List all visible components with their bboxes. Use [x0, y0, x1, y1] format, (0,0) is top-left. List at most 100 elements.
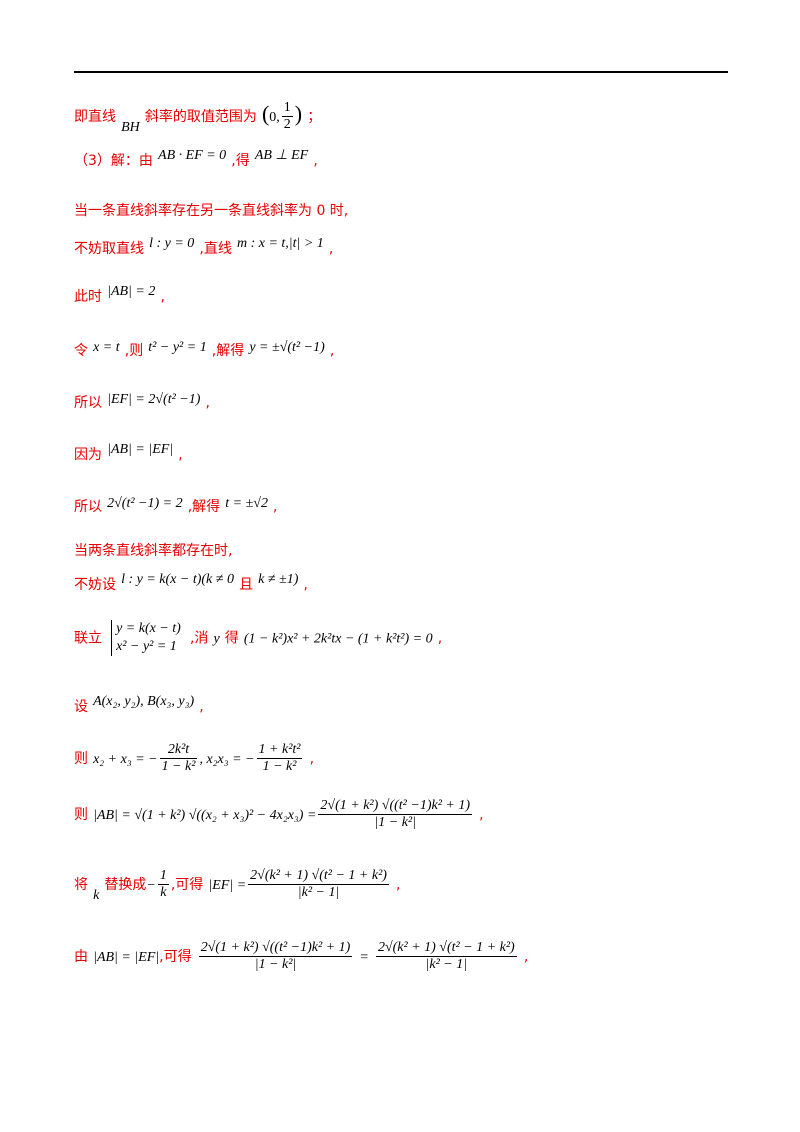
- text: 得: [224, 630, 239, 647]
- line-let-x: 令 x = t ,则 t² − y² = 1 ,解得 y = ±√(t² −1)…: [74, 340, 334, 360]
- punct: ,: [178, 447, 183, 463]
- punct: ,: [205, 395, 210, 411]
- text: 此时: [74, 289, 102, 305]
- fraction: 2√(1 + k²) √((t² −1)k² + 1) |1 − k²|: [318, 798, 472, 830]
- text: ,消: [189, 630, 209, 647]
- math: |AB| = √(1 + k²) √((x₂ + x₃)² − 4x₂x₃) =: [93, 808, 317, 823]
- fraction: 2√(k² + 1) √(t² − 1 + k²) |k² − 1|: [248, 868, 389, 900]
- punct: ,: [309, 751, 315, 767]
- math: (1 − k²)x² + 2k²tx − (1 + k²t²) = 0: [243, 631, 433, 647]
- math: 0,: [269, 110, 280, 125]
- line-slope-range: 即直线 BH 斜率的取值范围为 (0, 1 2) ；: [74, 100, 322, 135]
- line-system: 联立 y = k(x − t) x² − y² = 1 ,消 y 得 (1 − …: [74, 620, 442, 656]
- math: |AB| = 2: [107, 284, 156, 299]
- text: 当两条直线斜率都存在时,: [74, 543, 233, 559]
- line-ab-chord: 则 |AB| = √(1 + k²) √((x₂ + x₃)² − 4x₂x₃)…: [74, 798, 484, 831]
- line-part3: （3）解：由 AB · EF = 0 ,得 AB ⊥ EF ,: [74, 148, 318, 170]
- equation-system: y = k(x − t) x² − y² = 1: [111, 620, 181, 656]
- text: ,得: [231, 153, 250, 169]
- line-solve-t: 所以 2√(t² −1) = 2 ,解得 t = ±√2 ,: [74, 496, 278, 516]
- header-rule: [74, 71, 728, 73]
- math: =: [359, 950, 369, 965]
- line-equal-lengths: 因为 |AB| = |EF| ,: [74, 442, 183, 464]
- math: AB ⊥ EF: [254, 148, 309, 163]
- text: ,可得: [159, 949, 192, 965]
- math: m : x = t,|t| > 1: [236, 236, 324, 251]
- line-ef-length: 所以 |EF| = 2√(t² −1) ,: [74, 392, 210, 412]
- line-set-points: 设 A(x₂, y₂), B(x₃, y₃) ,: [74, 694, 204, 716]
- text: 因为: [74, 447, 102, 463]
- math: AB · EF = 0: [158, 148, 227, 163]
- text: ,直线: [199, 241, 232, 257]
- punct: ,: [328, 241, 334, 257]
- math: t = ±√2: [225, 496, 268, 511]
- line-replace-k: 将 k 替换成− 1 k ,可得 |EF| = 2√(k² + 1) √(t² − 1 …: [74, 868, 401, 903]
- math: l : y = 0: [149, 236, 195, 251]
- fraction: 2k²t 1 − k²: [159, 742, 198, 774]
- text: 则: [74, 751, 88, 767]
- fraction: 2√(1 + k²) √((t² −1)k² + 1) |1 − k²|: [198, 940, 353, 972]
- math: t² − y² = 1: [148, 340, 207, 355]
- math: |AB| = |EF|: [107, 442, 174, 457]
- text: 将: [74, 877, 88, 893]
- text: ,可得: [170, 877, 204, 893]
- punct: ,: [273, 499, 278, 515]
- punct: ,: [199, 699, 204, 715]
- math: (: [261, 101, 270, 126]
- text: 所以: [74, 499, 102, 515]
- math: −: [146, 878, 156, 893]
- punct: ,: [313, 153, 318, 169]
- text: 由: [74, 949, 88, 965]
- line-ab-length: 此时 |AB| = 2 ,: [74, 284, 165, 306]
- math: A(x₂, y₂), B(x₃, y₃): [93, 694, 195, 709]
- text: 设: [74, 699, 88, 715]
- line-vieta: 则 x₂ + x₃ = −2k²t 1 − k², x₂x₃ = −1 + k²t…: [74, 742, 314, 775]
- math: |EF| = 2√(t² −1): [107, 392, 201, 407]
- text: 且: [239, 577, 254, 593]
- math: l : y = k(x − t)(k ≠ 0: [121, 572, 234, 587]
- text: 不妨取直线: [74, 241, 144, 257]
- text: 所以: [74, 395, 102, 411]
- math: y = ±√(t² −1): [249, 340, 325, 355]
- math: k: [93, 888, 100, 903]
- punct: ；: [307, 109, 322, 125]
- line-set-l: 不妨设 l : y = k(x − t)(k ≠ 0 且 k ≠ ±1) ,: [74, 572, 308, 594]
- math: |EF| =: [208, 878, 247, 893]
- text: 斜率的取值范围为: [144, 109, 257, 125]
- text: 联立: [74, 630, 102, 647]
- fraction: 2√(k² + 1) √(t² − 1 + k²) |k² − 1|: [375, 940, 517, 972]
- text: （3）解：由: [74, 153, 153, 169]
- punct: ,: [523, 949, 529, 965]
- line-case1: 当一条直线斜率存在另一条直线斜率为 0 时,: [74, 200, 348, 220]
- math: |AB| = |EF|: [93, 950, 160, 965]
- math: y: [213, 631, 220, 647]
- math: 2√(t² −1) = 2: [107, 496, 183, 511]
- punct: ,: [437, 630, 443, 647]
- math: BH: [121, 120, 140, 135]
- punct: ,: [160, 289, 165, 305]
- punct: ,: [303, 577, 308, 593]
- text: 令: [74, 343, 88, 359]
- text: 替换成: [104, 877, 147, 893]
- math: ): [294, 101, 303, 126]
- fraction: 1 + k²t² 1 − k²: [256, 742, 303, 774]
- text: 则: [74, 807, 88, 823]
- text: ,解得: [211, 343, 245, 359]
- line-case2: 当两条直线斜率都存在时,: [74, 540, 232, 560]
- punct: ,: [396, 877, 401, 893]
- text: ,解得: [187, 499, 221, 515]
- punct: ,: [329, 343, 335, 359]
- math: k ≠ ±1): [258, 572, 299, 587]
- text: 即直线: [74, 109, 116, 125]
- text: 当一条直线斜率存在另一条直线斜率为 0 时,: [74, 203, 349, 219]
- text: ,则: [124, 343, 144, 359]
- math: x = t: [93, 340, 120, 355]
- line-choose-lines: 不妨取直线 l : y = 0 ,直线 m : x = t,|t| > 1 ,: [74, 236, 334, 258]
- math: , x₂x₃ = −: [199, 752, 255, 767]
- line-equate: 由 |AB| = |EF|,可得 2√(1 + k²) √((t² −1)k² …: [74, 940, 528, 973]
- text: 不妨设: [74, 577, 116, 593]
- math: x₂ + x₃ = −: [93, 752, 158, 767]
- punct: ,: [479, 807, 484, 823]
